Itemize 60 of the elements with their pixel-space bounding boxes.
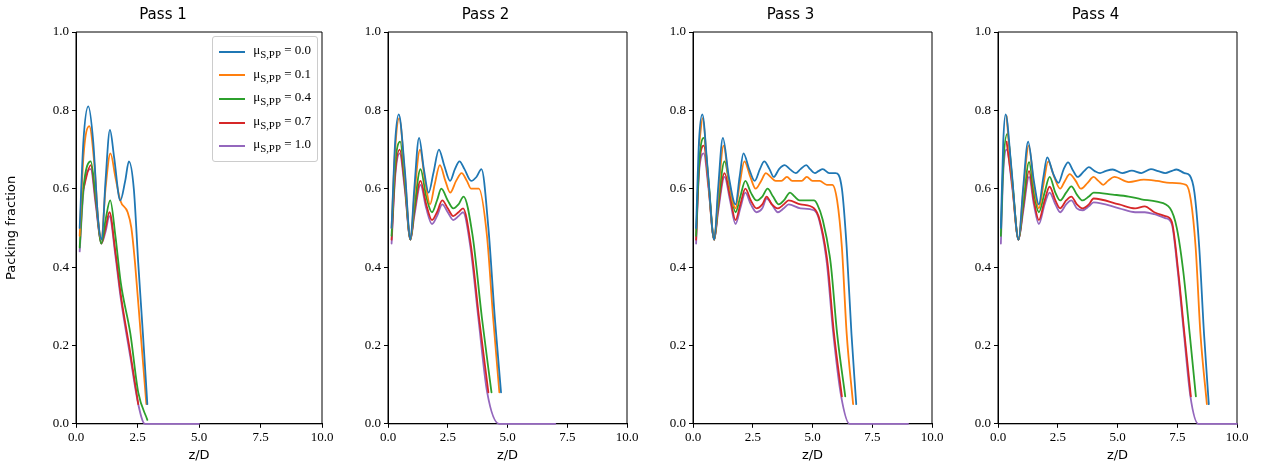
chart-title: Pass 3 xyxy=(766,4,815,23)
x-tick-label: 10.0 xyxy=(920,429,944,445)
x-tick-label: 7.5 xyxy=(559,429,576,445)
x-axis-title: z/D xyxy=(1106,446,1129,462)
x-axis-title: z/D xyxy=(801,446,824,462)
y-tick-label: 0.4 xyxy=(974,258,992,274)
y-tick-label: 0.8 xyxy=(974,101,991,117)
legend-label: μ$_{S,PP}$ = 0.7 xyxy=(253,111,311,133)
x-tick-label: 7.5 xyxy=(252,429,269,445)
x-tick-label: 2.5 xyxy=(129,429,146,445)
y-tick-label: 0.2 xyxy=(364,336,381,352)
x-tick-label: 2.5 xyxy=(439,429,456,445)
legend-label: μ$_{S,PP}$ = 0.1 xyxy=(253,64,311,86)
y-tick-label: 0.0 xyxy=(52,415,69,431)
x-tick-label: 0.0 xyxy=(379,429,397,445)
y-tick-label: 0.4 xyxy=(364,258,382,274)
y-tick-label: 0.4 xyxy=(669,258,687,274)
y-tick-label: 0.6 xyxy=(669,180,687,196)
legend-label: μ$_{S,PP}$ = 1.0 xyxy=(253,135,311,156)
y-axis-title: Packing fraction xyxy=(3,175,19,280)
y-tick-label: 0.0 xyxy=(974,415,991,431)
x-tick-label: 2.5 xyxy=(1049,429,1066,445)
x-axis-title: z/D xyxy=(496,446,519,462)
chart-title: Pass 2 xyxy=(461,4,510,23)
y-tick-label: 0.2 xyxy=(974,336,991,352)
x-axis-title: z/D xyxy=(188,446,210,462)
y-tick-label: 1.0 xyxy=(52,23,69,39)
y-tick-label: 0.4 xyxy=(52,258,70,274)
x-tick-label: 2.5 xyxy=(744,429,761,445)
y-tick-label: 0.8 xyxy=(669,101,686,117)
x-tick-label: 7.5 xyxy=(1169,429,1186,445)
y-tick-label: 0.8 xyxy=(364,101,381,117)
y-tick-label: 0.2 xyxy=(669,336,686,352)
x-tick-label: 0.0 xyxy=(67,429,85,445)
y-tick-label: 0.0 xyxy=(364,415,381,431)
y-tick-label: 0.6 xyxy=(364,180,382,196)
x-tick-label: 5.0 xyxy=(499,429,516,445)
line-series xyxy=(78,160,149,421)
x-tick-label: 10.0 xyxy=(1225,429,1249,445)
y-tick-label: 1.0 xyxy=(974,23,991,39)
x-tick-label: 0.0 xyxy=(989,429,1007,445)
x-tick-label: 7.5 xyxy=(864,429,881,445)
y-tick-label: 0.8 xyxy=(52,101,69,117)
chart-title: Pass 1 xyxy=(139,4,187,23)
x-tick-label: 10.0 xyxy=(615,429,639,445)
y-tick-label: 0.0 xyxy=(669,415,686,431)
y-tick-label: 1.0 xyxy=(669,23,686,39)
line-series xyxy=(82,164,140,406)
y-tick-label: 0.2 xyxy=(52,336,69,352)
x-tick-label: 5.0 xyxy=(804,429,821,445)
chart-title: Pass 4 xyxy=(1071,4,1120,23)
y-tick-label: 0.6 xyxy=(52,180,70,196)
x-tick-label: 5.0 xyxy=(1109,429,1126,445)
x-tick-label: 5.0 xyxy=(190,429,208,445)
legend-label: μ$_{S,PP}$ = 0.0 xyxy=(253,41,311,62)
x-tick-label: 10.0 xyxy=(310,429,334,445)
y-tick-label: 1.0 xyxy=(364,23,381,39)
x-tick-label: 0.0 xyxy=(684,429,702,445)
y-tick-label: 0.6 xyxy=(974,180,992,196)
legend-label: μ$_{S,PP}$ = 0.4 xyxy=(253,88,311,109)
